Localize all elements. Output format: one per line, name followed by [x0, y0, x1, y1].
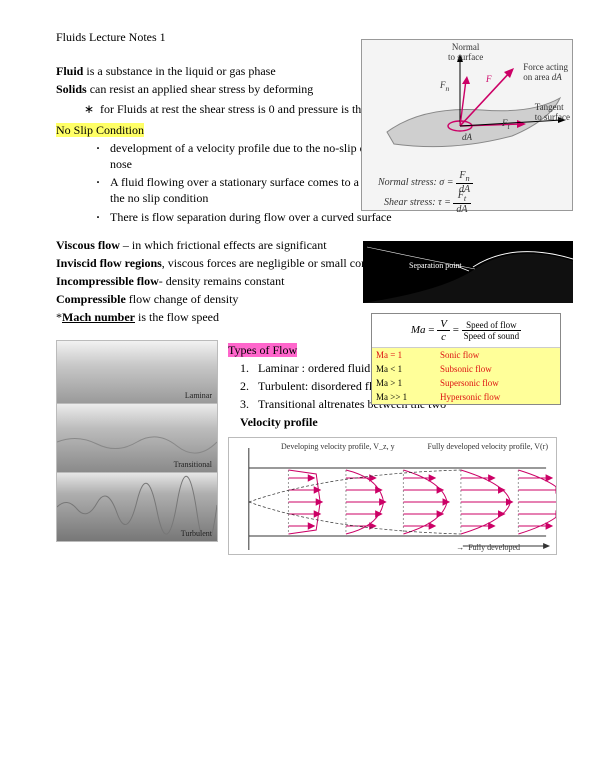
- vprofile-svg: [229, 438, 556, 554]
- viscous-term: Viscous flow: [56, 238, 120, 252]
- fluid-term: Fluid: [56, 64, 83, 78]
- fluid-def: is a substance in the liquid or gas phas…: [83, 64, 275, 78]
- velocity-profile-heading: Velocity profile: [240, 414, 555, 430]
- incomp-def: - density remains constant: [159, 274, 285, 288]
- figure-velocity-profile: Developing velocity profile, V_z, y Full…: [228, 437, 557, 555]
- mach-row-supersonic: Ma > 1Supersonic flow: [372, 376, 560, 390]
- panel-laminar: Laminar: [57, 341, 217, 404]
- panel-transitional: Transitional: [57, 404, 217, 473]
- solids-term: Solids: [56, 82, 87, 96]
- fn-label: Fn: [440, 80, 449, 93]
- ft-label: Ft: [502, 118, 510, 131]
- vprofile-caption-bottom: → Fully developed: [456, 543, 520, 552]
- figure-mach-table: Ma = Vc = Speed of flowSpeed of sound Ma…: [371, 313, 561, 405]
- solids-def: can resist an applied shear stress by de…: [87, 82, 314, 96]
- mach-row-hypersonic: Ma >> 1Hypersonic flow: [372, 390, 560, 404]
- sep-svg: [363, 241, 573, 303]
- f-label: F: [486, 74, 492, 84]
- force-label: Force actingon area dA: [523, 62, 568, 82]
- mach-def: is the flow speed: [135, 310, 219, 324]
- shear-stress-eq: Shear stress: τ = FtdA: [384, 190, 471, 215]
- comp-def: flow change of density: [126, 292, 239, 306]
- mach-equation: Ma = Vc = Speed of flowSpeed of sound: [372, 314, 560, 348]
- mach-term: Mach number: [62, 310, 135, 324]
- vprofile-caption-left: Developing velocity profile, V_z, y: [281, 442, 395, 451]
- inviscid-term: Inviscid flow regions: [56, 256, 162, 270]
- comp-term: Compressible: [56, 292, 126, 306]
- figure-stress-diagram: Normalto surface Force actingon area dA …: [361, 39, 573, 211]
- incomp-term: Incompressible flow: [56, 274, 159, 288]
- viscous-def: – in which frictional effects are signif…: [120, 238, 327, 252]
- figure-flow-regimes: Laminar Transitional Turbulent: [56, 340, 218, 542]
- tangent-label: Tangentto surface: [535, 102, 570, 122]
- da-label: dA: [462, 132, 472, 142]
- mach-row-sonic: Ma = 1Sonic flow: [372, 348, 560, 362]
- panel-turbulent: Turbulent: [57, 473, 217, 541]
- normal-label: Normalto surface: [448, 42, 483, 62]
- noslip-heading-text: No Slip Condition: [56, 123, 144, 137]
- separation-label: Separation point: [409, 261, 462, 270]
- types-heading-text: Types of Flow: [228, 343, 297, 357]
- vprofile-caption-right: Fully developed velocity profile, V(r): [428, 442, 549, 451]
- mach-row-subsonic: Ma < 1Subsonic flow: [372, 362, 560, 376]
- figure-separation: Separation point: [363, 241, 573, 303]
